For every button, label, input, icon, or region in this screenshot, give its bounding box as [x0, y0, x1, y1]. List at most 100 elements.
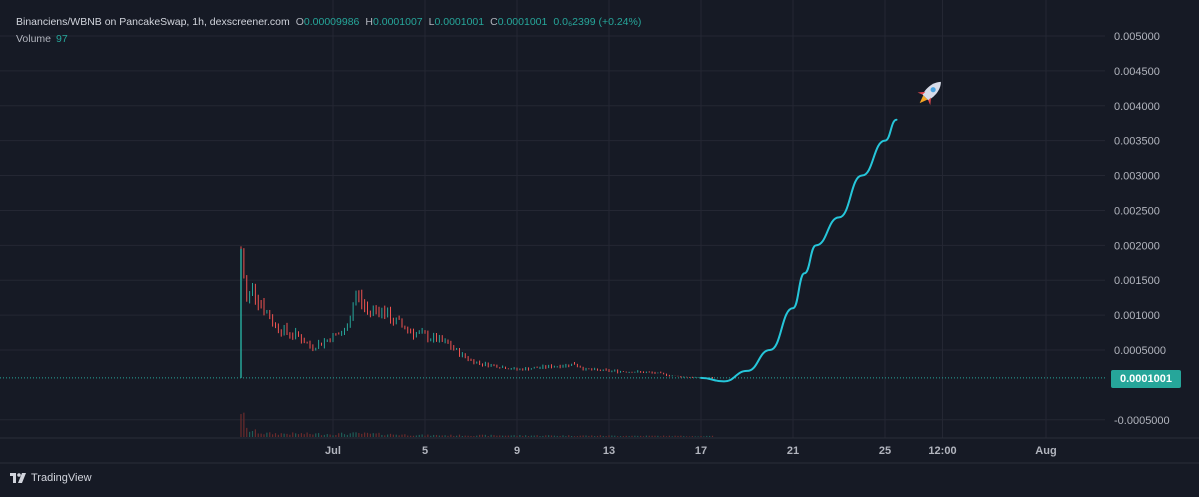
- x-tick-label: 5: [422, 445, 428, 457]
- symbol-title: Binanciens/WBNB on PancakeSwap, 1h, dexs…: [16, 16, 290, 28]
- volume-bar: [387, 434, 389, 437]
- volume-bar: [542, 435, 544, 437]
- volume-bar: [303, 434, 305, 437]
- x-tick-label: 12:00: [928, 445, 956, 457]
- rocket-window: [930, 87, 936, 93]
- volume-bar: [628, 436, 630, 437]
- volume-bar: [686, 436, 688, 437]
- axes: -0.0005000 0.0005000 0.001000 0.001500 0.002…: [325, 31, 1170, 457]
- volume-bar: [263, 434, 265, 437]
- volume-bar: [640, 435, 642, 437]
- y-tick-label: 0.002500: [1114, 205, 1160, 217]
- volume-bar: [573, 436, 576, 437]
- y-tick-label: 0.004500: [1114, 66, 1160, 78]
- volume-bar: [246, 427, 248, 437]
- volume-bar: [389, 433, 392, 437]
- volume-bar: [289, 434, 291, 437]
- volume-bar: [329, 434, 331, 437]
- volume-bar: [559, 435, 561, 437]
- volume-bar: [358, 433, 360, 437]
- volume-bar: [421, 434, 423, 437]
- y-tick-label: 0.001500: [1114, 275, 1160, 287]
- low-value: 0.0001001: [434, 16, 485, 28]
- volume-bar: [550, 435, 553, 437]
- volume-bar: [536, 435, 538, 437]
- volume-bar: [648, 435, 650, 437]
- open-value: 0.00009986: [303, 16, 360, 28]
- volume-bar: [476, 435, 478, 437]
- volume-bar: [694, 436, 696, 437]
- volume-bar: [410, 435, 412, 437]
- close-label: C: [490, 16, 498, 28]
- volume-bar: [617, 436, 619, 437]
- volume-bar: [249, 431, 251, 437]
- volume-bar: [688, 436, 691, 437]
- rocket-icon: [917, 81, 941, 106]
- volume-bar: [251, 430, 254, 437]
- volume-bar: [430, 435, 432, 437]
- volume-bar: [427, 434, 429, 437]
- volume-bar: [274, 433, 277, 437]
- volume-bar: [507, 435, 509, 437]
- volume-bar: [470, 435, 472, 437]
- y-tick-label: 0.001000: [1114, 310, 1160, 322]
- volume-bar: [300, 433, 302, 437]
- volume-bar: [378, 432, 380, 437]
- volume-bar: [450, 434, 452, 437]
- high-label: H: [365, 16, 373, 28]
- x-tick-label: 25: [879, 445, 891, 457]
- volume-bar: [335, 434, 337, 437]
- volume-bar: [438, 435, 440, 437]
- x-tick-label: 17: [695, 445, 707, 457]
- volume-bar: [619, 436, 622, 437]
- volume-bar: [660, 436, 662, 437]
- y-tick-label: 0.002000: [1114, 240, 1160, 252]
- y-tick-label: 0.003000: [1114, 171, 1160, 183]
- volume-bar: [502, 435, 504, 437]
- volume-bar: [568, 435, 570, 437]
- volume-bar: [412, 435, 415, 437]
- tradingview-brand[interactable]: TradingView: [10, 472, 92, 484]
- volume-bar: [352, 432, 354, 437]
- volume-bar: [306, 432, 308, 437]
- volume-bar: [372, 433, 374, 437]
- close-value: 0.0001001: [497, 16, 548, 28]
- volume-bar: [711, 435, 714, 437]
- volume-bar: [608, 435, 610, 437]
- volume-bar: [312, 434, 314, 437]
- volume-bar: [332, 435, 334, 437]
- volume-bar: [700, 435, 702, 437]
- volume-bar: [458, 434, 461, 437]
- volume-bar: [240, 414, 242, 437]
- volume-bar: [519, 435, 521, 437]
- brand-name: TradingView: [31, 472, 92, 484]
- projection-line: [700, 118, 898, 383]
- volume-bar: [277, 434, 279, 437]
- volume-bar: [657, 435, 659, 437]
- volume-bar: [481, 434, 484, 437]
- volume-bar: [548, 435, 550, 437]
- volume-bar: [527, 436, 530, 437]
- volume-bar: [611, 435, 613, 437]
- volume-bar: [424, 435, 426, 437]
- volume-bar: [315, 433, 317, 437]
- tradingview-logo-icon: [10, 473, 26, 483]
- rocket-fin-right: [928, 97, 931, 106]
- volume-bar: [513, 435, 515, 437]
- change-value: 0.0₆2399 (+0.24%): [553, 16, 642, 28]
- volume-bar: [674, 435, 676, 437]
- volume-bar: [257, 433, 259, 437]
- volume-bar: [599, 435, 601, 437]
- volume-bar: [280, 433, 282, 437]
- volume-bar: [691, 436, 693, 437]
- candles: [240, 246, 713, 379]
- rocket-flame: [919, 95, 928, 104]
- volume-bar: [355, 432, 357, 437]
- rocket-fin-left: [917, 91, 926, 95]
- volume-bar: [591, 435, 593, 437]
- volume-bar: [553, 435, 555, 437]
- y-tick-label: 0.003500: [1114, 136, 1160, 148]
- x-tick-label: Aug: [1035, 445, 1056, 457]
- volume-bar: [490, 434, 492, 437]
